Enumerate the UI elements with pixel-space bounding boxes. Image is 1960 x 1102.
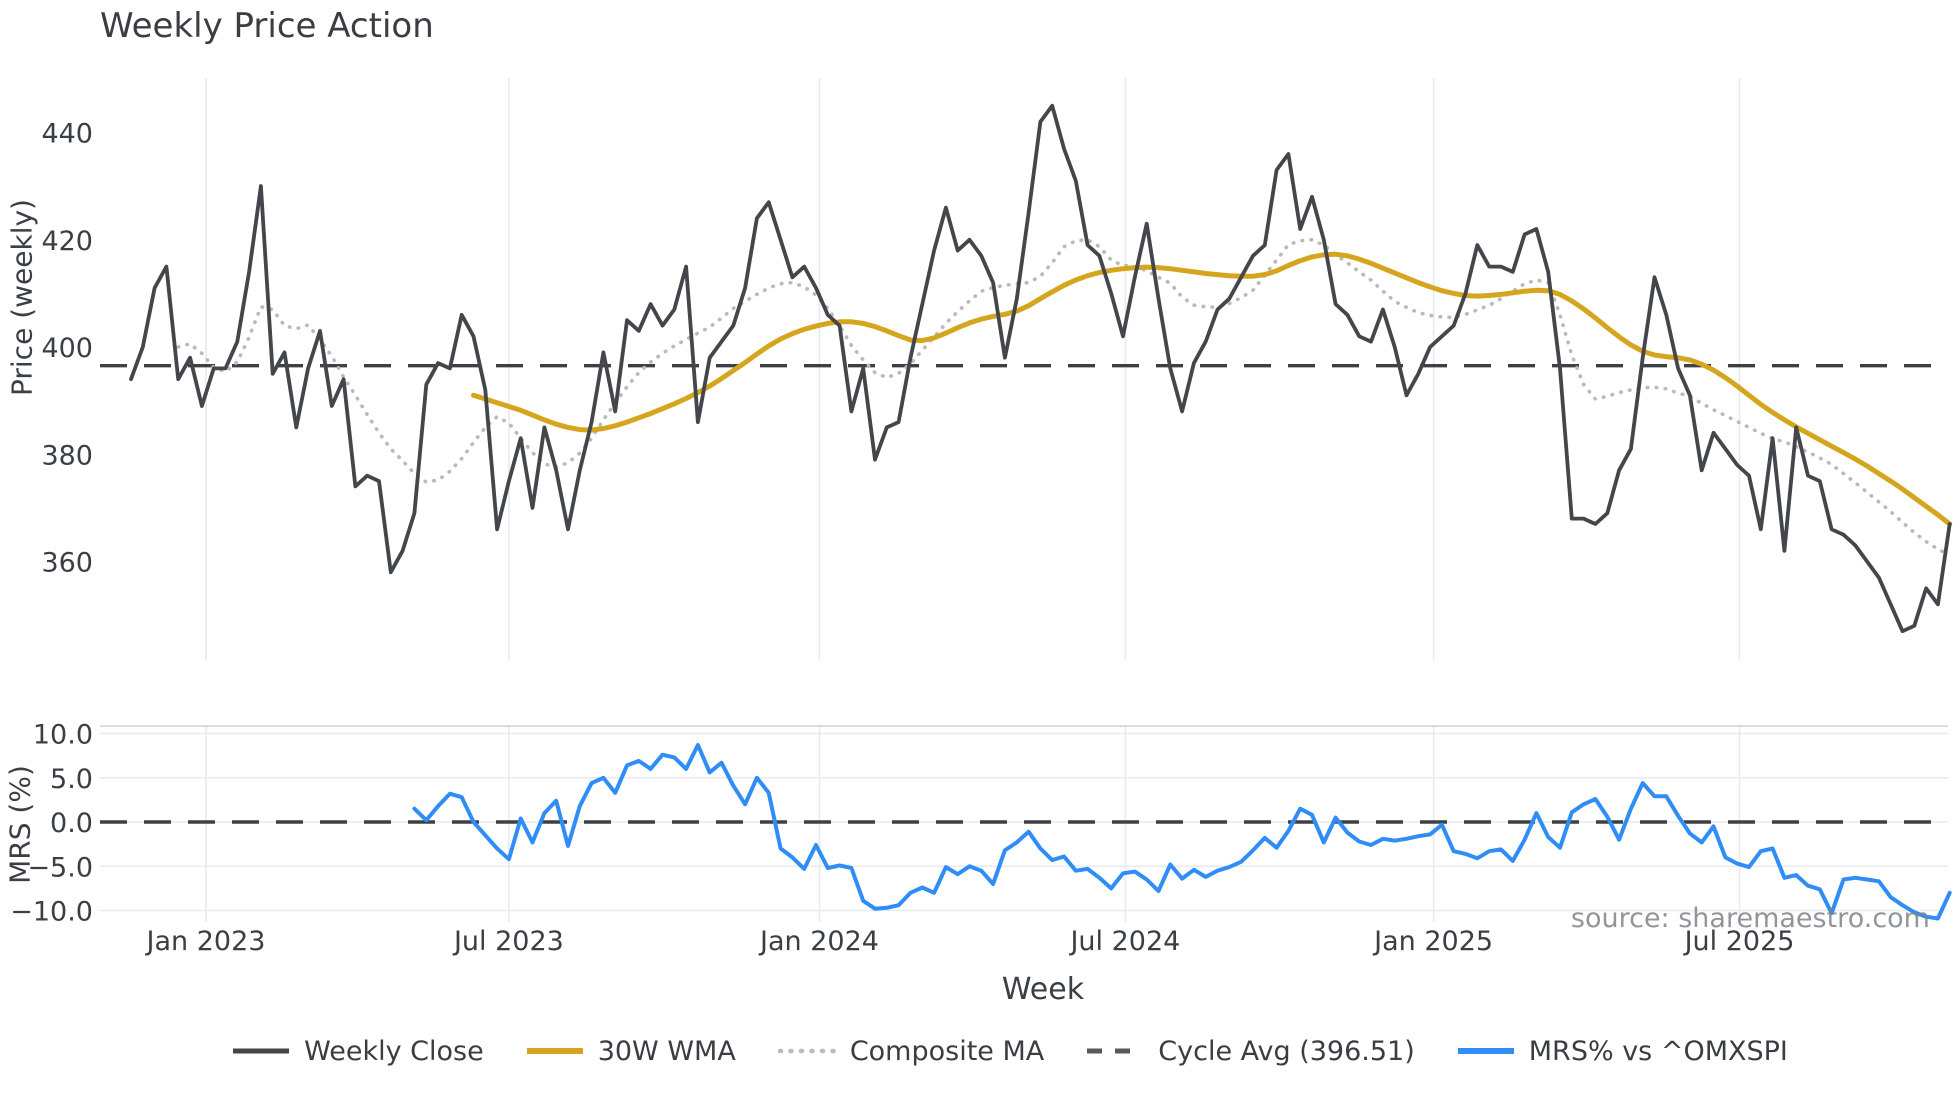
composite-ma-line: [176, 238, 1952, 557]
mrs-line: [412, 743, 1952, 921]
price-axis-label: Price (weekly): [5, 199, 39, 396]
legend-label: Composite MA: [849, 1035, 1045, 1067]
mrs-y-tick-label: 5.0: [50, 764, 93, 795]
wma-30w-line: [471, 251, 1953, 527]
legend-item-weekly-close: Weekly Close: [232, 1036, 484, 1067]
mrs-axis-label: MRS (%): [3, 765, 37, 884]
legend-item-composite: Composite MA: [777, 1035, 1045, 1067]
legend-label: Weekly Close: [304, 1035, 484, 1067]
price-y-tick-label: 400: [41, 333, 93, 364]
x-tick-label: Jul 2025: [1683, 926, 1795, 957]
legend-label: Cycle Avg (396.51): [1158, 1035, 1415, 1067]
legend-swatch-wma: [526, 1048, 583, 1054]
price-y-tick-label: 360: [41, 548, 93, 579]
legend-label: 30W WMA: [597, 1035, 736, 1067]
legend: Weekly Close 30W WMA Composite MA Cycle …: [100, 1026, 1920, 1076]
mrs-y-tick-label: −5.0: [27, 852, 93, 883]
legend-swatch-weekly-close: [233, 1048, 290, 1054]
x-tick-label: Jul 2023: [452, 926, 564, 957]
price-y-tick-label: 420: [41, 226, 93, 257]
mrs-y-tick-label: −10.0: [10, 897, 93, 928]
weekly-close-line: [129, 103, 1952, 634]
mrs-y-tick-label: 10.0: [33, 720, 93, 751]
price-y-tick-label: 380: [41, 440, 93, 471]
legend-swatch-composite: [777, 1048, 836, 1054]
legend-item-cycle-avg: Cycle Avg (396.51): [1086, 1036, 1415, 1067]
legend-item-wma: 30W WMA: [526, 1036, 736, 1067]
price-y-tick-label: 440: [41, 119, 93, 150]
legend-item-mrs: MRS% vs ^OMXSPI: [1457, 1036, 1788, 1067]
x-tick-label: Jan 2024: [758, 926, 879, 957]
source-credit: source: sharemaestro.com: [1570, 903, 1930, 934]
legend-swatch-mrs: [1457, 1048, 1514, 1054]
legend-swatch-cycle-avg: [1087, 1048, 1144, 1054]
x-tick-label: Jul 2024: [1068, 926, 1180, 957]
mrs-y-tick-label: 0.0: [50, 808, 93, 839]
x-axis-label: Week: [1001, 972, 1085, 1007]
chart-title: Weekly Price Action: [100, 6, 434, 46]
x-tick-label: Jan 2025: [1372, 926, 1493, 957]
legend-label: MRS% vs ^OMXSPI: [1528, 1035, 1788, 1067]
x-tick-label: Jan 2023: [145, 926, 266, 957]
